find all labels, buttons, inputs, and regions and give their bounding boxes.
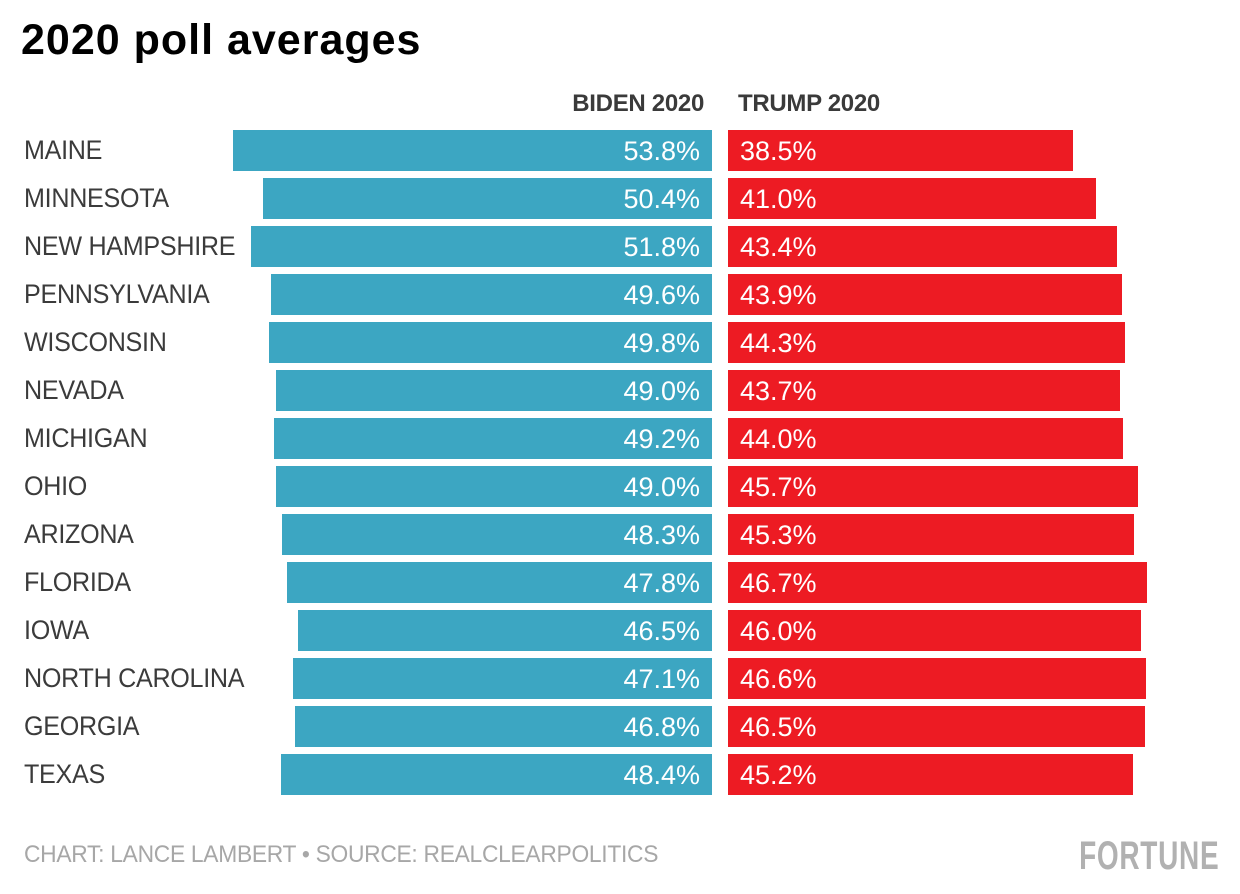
trump-bar: 43.4% <box>728 226 1118 267</box>
chart-row: MICHIGAN 49.2% 44.0% <box>0 418 1240 459</box>
biden-bar: 47.1% <box>292 658 712 699</box>
trump-bar: 43.9% <box>728 274 1122 315</box>
trump-bar: 44.3% <box>728 322 1126 363</box>
biden-bar: 49.6% <box>270 274 712 315</box>
biden-bar: 51.8% <box>250 226 712 267</box>
trump-bar: 46.5% <box>728 706 1146 747</box>
trump-bar: 44.0% <box>728 418 1123 459</box>
column-header-biden: BIDEN 2020 <box>572 90 704 117</box>
chart-row: ARIZONA 48.3% 45.3% <box>0 514 1240 555</box>
state-label: NEW HAMPSHIRE <box>24 231 236 261</box>
chart-row: PENNSYLVANIA 49.6% 43.9% <box>0 274 1240 315</box>
trump-bar: 45.3% <box>728 514 1135 555</box>
chart-row: MAINE 53.8% 38.5% <box>0 130 1240 171</box>
bar-rows: MAINE 53.8% 38.5% MINNESOTA 50.4% 41.0% NEW HA… <box>0 130 1240 795</box>
state-label: PENNSYLVANIA <box>24 279 210 309</box>
biden-bar: 49.0% <box>275 466 712 507</box>
trump-bar: 46.0% <box>728 610 1141 651</box>
chart-row: WISCONSIN 49.8% 44.3% <box>0 322 1240 363</box>
biden-bar: 46.5% <box>298 610 712 651</box>
chart-row: OHIO 49.0% 45.7% <box>0 466 1240 507</box>
state-label: IOWA <box>24 615 89 645</box>
state-label: MICHIGAN <box>24 423 148 453</box>
chart-row: NEVADA 49.0% 43.7% <box>0 370 1240 411</box>
state-label: ARIZONA <box>24 519 134 549</box>
chart-row: NORTH CAROLINA 47.1% 46.6% <box>0 658 1240 699</box>
trump-bar: 46.7% <box>728 562 1147 603</box>
trump-bar: 45.2% <box>728 754 1134 795</box>
state-label: GEORGIA <box>24 711 140 741</box>
biden-bar: 46.8% <box>295 706 712 747</box>
trump-bar: 46.6% <box>728 658 1146 699</box>
column-header-trump: TRUMP 2020 <box>738 90 880 117</box>
trump-bar: 43.7% <box>728 370 1120 411</box>
state-label: FLORIDA <box>24 567 131 597</box>
chart-title: 2020 poll averages <box>21 16 422 64</box>
chart-row: GEORGIA 46.8% 46.5% <box>0 706 1240 747</box>
state-label: TEXAS <box>24 759 105 789</box>
state-label: OHIO <box>24 471 88 501</box>
biden-bar: 50.4% <box>263 178 712 219</box>
biden-bar: 48.4% <box>281 754 712 795</box>
credit-line: CHART: LANCE LAMBERT • SOURCE: REALCLEAR… <box>24 841 659 868</box>
biden-bar: 47.8% <box>286 562 712 603</box>
trump-bar: 41.0% <box>728 178 1096 219</box>
biden-bar: 49.8% <box>268 322 712 363</box>
trump-bar: 45.7% <box>728 466 1138 507</box>
state-label: MAINE <box>24 135 103 165</box>
biden-bar: 53.8% <box>233 130 712 171</box>
chart-row: IOWA 46.5% 46.0% <box>0 610 1240 651</box>
fortune-logo: FORTUNE <box>1078 834 1219 878</box>
biden-bar: 49.2% <box>274 418 712 459</box>
biden-bar: 49.0% <box>275 370 712 411</box>
trump-bar: 38.5% <box>728 130 1074 171</box>
biden-bar: 48.3% <box>282 514 712 555</box>
state-label: NEVADA <box>24 375 124 405</box>
state-label: NORTH CAROLINA <box>24 663 245 693</box>
chart-row: MINNESOTA 50.4% 41.0% <box>0 178 1240 219</box>
chart-row: FLORIDA 47.8% 46.7% <box>0 562 1240 603</box>
chart-row: TEXAS 48.4% 45.2% <box>0 754 1240 795</box>
state-label: MINNESOTA <box>24 183 169 213</box>
state-label: WISCONSIN <box>24 327 167 357</box>
chart-row: NEW HAMPSHIRE 51.8% 43.4% <box>0 226 1240 267</box>
